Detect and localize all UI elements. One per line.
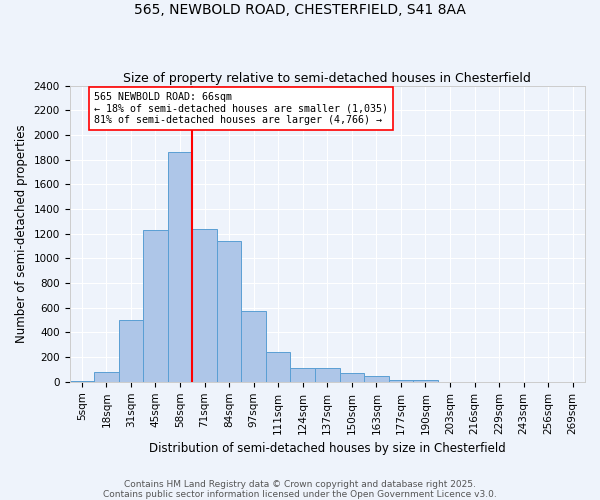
Text: 565 NEWBOLD ROAD: 66sqm
← 18% of semi-detached houses are smaller (1,035)
81% of: 565 NEWBOLD ROAD: 66sqm ← 18% of semi-de…	[94, 92, 388, 125]
Bar	[241, 311, 266, 382]
Bar	[217, 241, 241, 382]
Bar	[143, 230, 168, 382]
Bar	[266, 352, 290, 382]
Bar	[364, 376, 389, 382]
Bar	[119, 320, 143, 382]
Bar	[315, 368, 340, 382]
Bar	[192, 229, 217, 382]
Text: Contains HM Land Registry data © Crown copyright and database right 2025.
Contai: Contains HM Land Registry data © Crown c…	[103, 480, 497, 499]
Bar	[389, 380, 413, 382]
Bar	[290, 368, 315, 382]
X-axis label: Distribution of semi-detached houses by size in Chesterfield: Distribution of semi-detached houses by …	[149, 442, 506, 455]
Bar	[168, 152, 192, 382]
Y-axis label: Number of semi-detached properties: Number of semi-detached properties	[15, 124, 28, 343]
Bar	[340, 373, 364, 382]
Bar	[94, 372, 119, 382]
Bar	[413, 380, 438, 382]
Title: Size of property relative to semi-detached houses in Chesterfield: Size of property relative to semi-detach…	[124, 72, 531, 85]
Text: 565, NEWBOLD ROAD, CHESTERFIELD, S41 8AA: 565, NEWBOLD ROAD, CHESTERFIELD, S41 8AA	[134, 2, 466, 16]
Bar	[70, 380, 94, 382]
